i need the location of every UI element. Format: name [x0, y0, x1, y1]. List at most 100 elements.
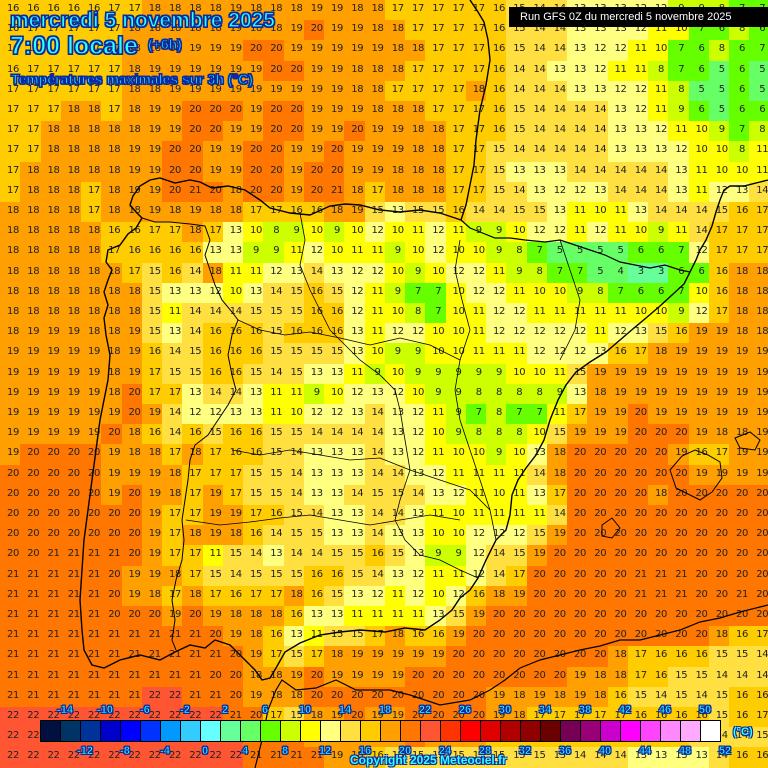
temperature-value: 9 — [394, 346, 401, 358]
temperature-value: 8 — [495, 386, 503, 398]
temperature-value: 20 — [6, 528, 20, 540]
temperature-value: 19 — [695, 326, 708, 338]
temperature-value: 20 — [47, 447, 60, 459]
temperature-value: 19 — [290, 43, 303, 55]
temperature-value: 11 — [533, 306, 546, 317]
temperature-value: 18 — [290, 689, 303, 701]
temperature-value: 16 — [148, 245, 161, 257]
temperature-value: 20 — [168, 144, 182, 156]
temperature-value: 20 — [209, 629, 222, 641]
field-cell — [20, 40, 42, 62]
field-cell — [486, 121, 507, 143]
temperature-value: 19 — [675, 346, 688, 358]
temperature-value: 20 — [553, 588, 566, 600]
temperature-value: 19 — [371, 649, 384, 661]
temperature-value: 19 — [654, 386, 668, 398]
temperature-value: 6 — [738, 63, 746, 75]
field-cell — [627, 141, 649, 163]
temperature-value: 13 — [553, 205, 566, 216]
temperature-value: 19 — [371, 669, 384, 681]
temperature-value: 10 — [452, 285, 465, 297]
temperature-value: 19 — [330, 3, 344, 14]
temperature-value: 5 — [617, 245, 624, 257]
temperature-value: 14 — [573, 124, 587, 136]
temperature-value: 13 — [432, 487, 445, 499]
temperature-value: 11 — [371, 326, 384, 338]
temperature-value: 20 — [715, 548, 728, 560]
temperature-value: 18 — [735, 427, 749, 439]
temperature-value: 11 — [452, 467, 465, 479]
temperature-value: 13 — [553, 63, 566, 75]
temperature-value: 11 — [432, 447, 445, 459]
temperature-value: 19 — [67, 366, 80, 378]
temperature-value: 11 — [209, 548, 222, 560]
temperature-value: 20 — [128, 508, 141, 519]
temperature-value: 19 — [270, 83, 283, 95]
temperature-value: 11 — [229, 265, 242, 277]
temperature-value: 18 — [432, 124, 445, 136]
temperature-value: 18 — [128, 205, 141, 216]
field-cell — [587, 141, 609, 163]
temperature-value: 19 — [148, 548, 161, 560]
temperature-value: 18 — [87, 225, 101, 237]
temperature-value: 20 — [695, 568, 708, 580]
temperature-value: 19 — [351, 23, 364, 35]
temperature-value: 13 — [351, 508, 364, 519]
temperature-value: 16 — [735, 205, 749, 216]
legend-color-box — [361, 721, 381, 741]
temperature-value: 20 — [695, 548, 708, 560]
temperature-value: 20 — [87, 447, 101, 459]
temperature-value: 20 — [47, 467, 60, 479]
temperature-value: 17 — [168, 548, 182, 560]
legend-color-box — [641, 721, 661, 741]
temperature-value: 15 — [290, 306, 303, 317]
temperature-value: 18 — [715, 427, 728, 439]
temperature-value: 14 — [371, 447, 384, 459]
temperature-value: 20 — [634, 629, 647, 641]
field-cell — [101, 40, 123, 62]
temperature-value: 17 — [452, 63, 465, 75]
temperature-value: 11 — [270, 407, 283, 418]
field-cell — [60, 40, 82, 62]
temperature-value: 20 — [189, 104, 202, 115]
field-cell — [344, 0, 366, 21]
temperature-value: 11 — [432, 407, 445, 418]
temperature-value: 16 — [209, 346, 222, 358]
field-cell — [344, 121, 366, 143]
temperature-value: 21 — [209, 689, 222, 701]
temperature-value: 15 — [148, 306, 161, 317]
temperature-value: 18 — [735, 265, 749, 277]
temperature-value: 9 — [333, 225, 341, 237]
temperature-value: 20 — [472, 649, 485, 661]
temperature-value: 11 — [472, 326, 485, 338]
legend-tick-top: 22 — [418, 704, 432, 717]
temperature-value: 19 — [168, 104, 182, 115]
temperature-value: 17 — [634, 649, 647, 661]
temperature-value: 22 — [6, 710, 20, 721]
temperature-value: 20 — [695, 609, 708, 620]
field-cell — [749, 121, 768, 143]
temperature-value: 18 — [6, 326, 20, 338]
field-cell — [627, 40, 649, 62]
temperature-value: 20 — [270, 164, 283, 176]
temperature-value: 10 — [695, 144, 708, 156]
temperature-value: 15 — [189, 346, 202, 358]
temperature-value: 21 — [189, 649, 202, 661]
temperature-value: 20 — [695, 588, 708, 600]
temperature-value: 13 — [229, 225, 242, 237]
temperature-value: 20 — [573, 629, 587, 641]
temperature-value: 21 — [168, 649, 182, 661]
temperature-value: 16 — [715, 265, 728, 277]
field-cell — [182, 80, 204, 102]
temperature-value: 20 — [756, 568, 768, 580]
temperature-value: 13 — [351, 467, 364, 479]
temperature-value: 20 — [614, 447, 627, 459]
temperature-value: 18 — [168, 205, 182, 216]
temperature-value: 20 — [675, 528, 688, 540]
legend-color-box — [281, 721, 301, 741]
temperature-value: 16 — [492, 63, 506, 75]
temperature-value: 10 — [715, 144, 728, 156]
legend-color-box — [41, 721, 61, 741]
temperature-value: 14 — [533, 83, 546, 95]
temperature-value: 17 — [756, 245, 768, 257]
